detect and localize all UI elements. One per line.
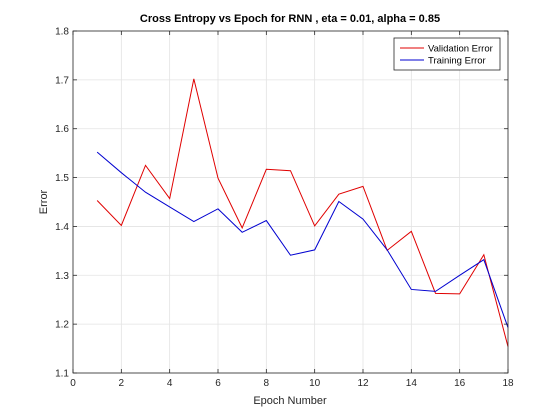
y-tick-label: 1.7 <box>55 75 69 86</box>
x-tick-label: 16 <box>454 378 466 389</box>
ticks: 0 2 4 6 8 10 12 14 16 18 1.1 1.2 1.3 1.4 1.5 1.6 1.7 1.8 <box>55 27 514 390</box>
axes-box <box>72 30 509 374</box>
y-tick-label: 1.3 <box>55 271 69 282</box>
x-tick-label: 6 <box>215 378 221 389</box>
x-axis-label: Epoch Number <box>253 395 327 407</box>
y-tick-label: 1.1 <box>55 369 69 380</box>
legend-label-validation-error: Validation Error <box>428 44 493 55</box>
y-tick-label: 1.5 <box>55 173 69 184</box>
plot-area <box>73 31 508 373</box>
x-tick-label: 12 <box>357 378 369 389</box>
x-tick-label: 8 <box>264 378 270 389</box>
chart-title: Cross Entropy vs Epoch for RNN , eta = 0… <box>140 13 440 25</box>
x-tick-label: 4 <box>167 378 173 389</box>
legend-label-training-error: Training Error <box>428 56 486 67</box>
legend-box <box>393 37 501 71</box>
validation-error-line <box>96 78 509 347</box>
y-tick-label: 1.2 <box>55 320 69 331</box>
y-tick-label: 1.6 <box>55 124 69 135</box>
series-layer <box>96 78 509 347</box>
y-tick-label: 1.8 <box>55 27 69 38</box>
y-axis-label: Error <box>38 189 50 214</box>
x-tick-label: 10 <box>309 378 321 389</box>
y-tick-label: 1.4 <box>55 222 69 233</box>
training-error-line <box>96 151 509 328</box>
x-tick-label: 14 <box>406 378 418 389</box>
x-tick-label: 0 <box>70 378 76 389</box>
x-tick-label: 18 <box>502 378 514 389</box>
x-tick-label: 2 <box>119 378 125 389</box>
